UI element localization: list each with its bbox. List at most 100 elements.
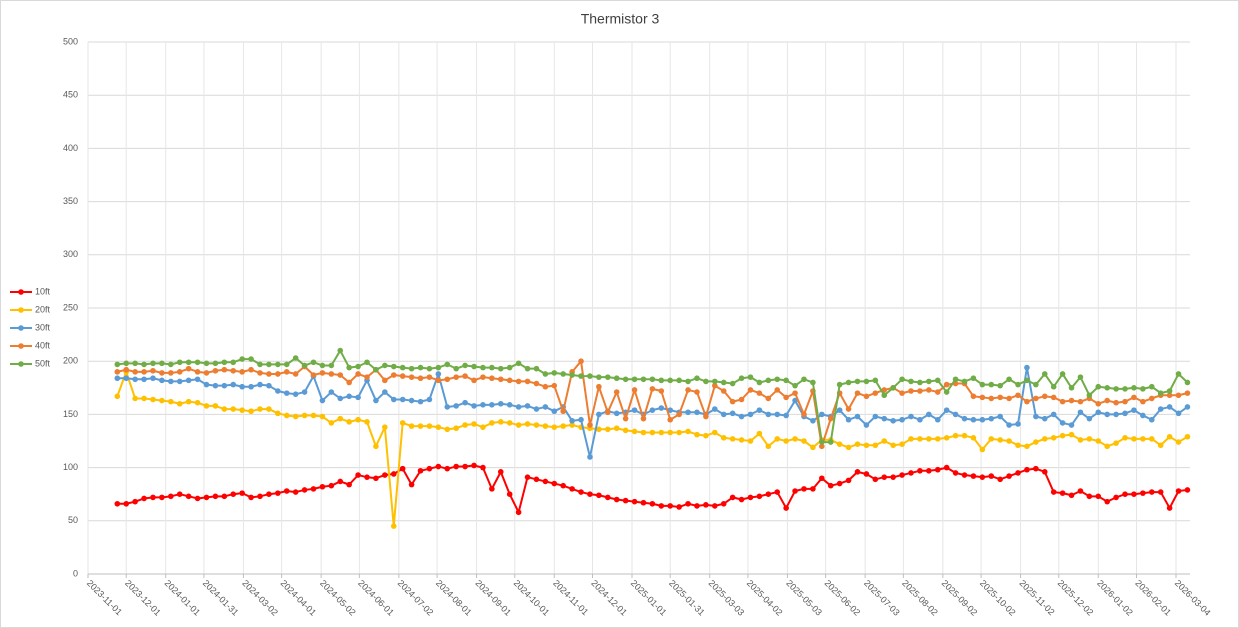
data-point [497,376,504,383]
data-point [1175,488,1182,494]
data-point [1015,421,1021,427]
data-point [337,415,344,422]
data-point [123,375,130,382]
data-point [1095,409,1102,416]
data-point [283,369,290,375]
data-point [444,465,451,472]
data-point [275,361,281,368]
data-point [1140,436,1146,442]
data-point [961,378,968,385]
data-point [266,406,272,412]
data-point [863,422,870,428]
data-point [952,432,959,439]
data-point [872,390,879,396]
data-point [604,426,611,433]
data-point [810,417,816,424]
data-point [712,429,718,436]
data-point [1166,388,1173,394]
data-point [185,377,192,384]
data-point [899,472,905,478]
legend-marker [18,325,24,331]
data-point [212,493,219,500]
data-point [649,376,656,383]
data-point [417,398,424,405]
data-point [667,377,674,384]
data-point [212,360,219,367]
data-point [176,491,183,498]
y-tick-label: 350 [63,196,78,206]
data-point [720,411,727,418]
data-point [819,475,825,482]
data-point [524,378,531,385]
data-point [970,393,977,400]
data-point [471,462,477,469]
data-point [141,495,147,502]
data-point [578,373,584,379]
data-point [248,383,254,390]
data-point [1095,438,1102,444]
data-point [988,436,995,442]
data-point [792,488,798,494]
data-point [1157,390,1164,396]
data-point [961,432,968,439]
data-point [604,374,611,380]
data-point [649,407,656,413]
data-point [319,362,326,369]
data-point [1086,493,1093,500]
data-point [489,364,495,371]
data-point [596,374,602,380]
legend-label: 10ft [35,286,51,296]
y-tick-label: 50 [68,515,78,525]
data-point [444,404,451,410]
y-tick-label: 0 [73,568,78,578]
data-point [747,438,754,444]
data-point [230,367,237,374]
data-point [899,376,905,383]
data-point [1131,407,1137,413]
legend-marker [18,307,24,313]
data-point [694,431,700,438]
data-point [569,372,575,378]
data-point [275,388,281,394]
data-point [248,494,254,501]
data-point [533,380,540,387]
data-point [979,381,986,388]
data-point [301,412,308,419]
data-point [997,476,1003,483]
legend-label: 50ft [35,358,51,368]
data-point [453,403,459,409]
data-point [729,410,736,417]
data-point [506,491,513,498]
data-point [489,486,495,492]
data-point [1184,404,1191,410]
data-point [694,409,700,416]
data-point [417,467,424,474]
data-point [1086,436,1093,442]
data-point [292,371,299,377]
y-tick-label: 100 [63,462,78,472]
data-point [1077,409,1084,416]
data-point [801,376,807,383]
data-point [221,493,228,500]
data-point [551,424,558,430]
data-point [426,374,433,380]
data-point [319,370,326,376]
data-point [480,464,486,471]
data-point [426,465,433,472]
data-point [997,382,1003,389]
data-point [390,471,397,477]
data-point [257,493,263,500]
data-point [1041,371,1048,377]
data-point [123,366,130,373]
data-point [569,422,575,428]
data-point [257,381,263,388]
data-point [970,435,977,441]
data-point [649,386,656,392]
data-point [658,429,665,436]
data-point [489,420,495,426]
data-point [729,380,736,387]
data-point [613,389,620,395]
data-point [1175,371,1182,377]
data-point [587,454,593,460]
